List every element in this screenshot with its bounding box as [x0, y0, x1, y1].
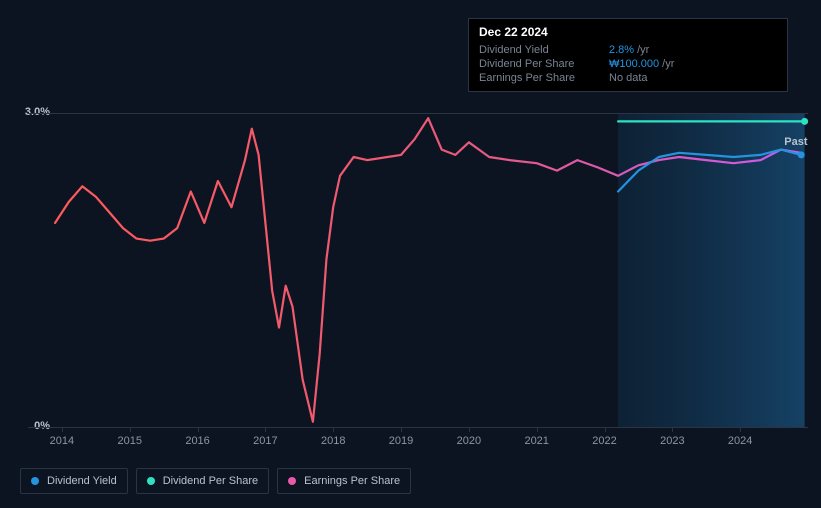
tooltip-row-unit: /yr	[637, 44, 649, 56]
x-axis-label: 2019	[389, 435, 413, 447]
x-tick	[469, 427, 470, 432]
x-axis-label: 2023	[660, 435, 684, 447]
dot-earnings-per-share	[798, 151, 805, 158]
tooltip-row-label: Earnings Per Share	[479, 72, 609, 84]
x-axis-label: 2014	[50, 435, 74, 447]
tooltip-row-label: Dividend Yield	[479, 44, 609, 56]
x-tick	[265, 427, 266, 432]
legend-dot	[147, 477, 155, 485]
x-axis-label: 2017	[253, 435, 277, 447]
x-axis-label: 2021	[524, 435, 548, 447]
x-tick	[198, 427, 199, 432]
legend-dot	[31, 477, 39, 485]
legend-earnings-per-share[interactable]: Earnings Per Share	[277, 468, 411, 494]
x-tick	[672, 427, 673, 432]
x-axis-label: 2018	[321, 435, 345, 447]
legend-dividend-per-share[interactable]: Dividend Per Share	[136, 468, 269, 494]
legend-dot	[288, 477, 296, 485]
x-tick	[740, 427, 741, 432]
x-axis-label: 2024	[728, 435, 752, 447]
x-tick	[130, 427, 131, 432]
legend-label: Earnings Per Share	[304, 475, 400, 487]
tooltip-row: Dividend Per Share₩100.000/yr	[479, 57, 777, 71]
dot-dividend-per-share	[801, 118, 808, 125]
tooltip-row: Dividend Yield2.8%/yr	[479, 43, 777, 57]
x-axis-label: 2022	[592, 435, 616, 447]
x-tick	[537, 427, 538, 432]
legend-label: Dividend Yield	[47, 475, 117, 487]
x-tick	[401, 427, 402, 432]
tooltip-date: Dec 22 2024	[479, 25, 777, 39]
tooltip-row-value: ₩100.000	[609, 58, 659, 70]
x-axis: 2014 2015 2016 2017 2018 2019 2020 2021 2022 2023…	[28, 430, 808, 450]
legend: Dividend Yield Dividend Per Share Earnings…	[20, 468, 411, 494]
x-axis-label: 2015	[117, 435, 141, 447]
tooltip-row-unit: /yr	[662, 58, 674, 70]
grid-line	[28, 427, 808, 428]
grid-line	[28, 113, 808, 114]
legend-dividend-yield[interactable]: Dividend Yield	[20, 468, 128, 494]
tooltip-row-value: 2.8%	[609, 44, 634, 56]
legend-label: Dividend Per Share	[163, 475, 258, 487]
y-axis-label: 3.0%	[25, 106, 50, 118]
x-tick	[605, 427, 606, 432]
x-tick	[333, 427, 334, 432]
x-axis-label: 2020	[457, 435, 481, 447]
past-label: Past	[784, 136, 807, 148]
x-tick	[62, 427, 63, 432]
tooltip-row-nodata: No data	[609, 72, 648, 84]
tooltip-row: Earnings Per ShareNo data	[479, 71, 777, 85]
tooltip: Dec 22 2024 Dividend Yield2.8%/yrDividen…	[468, 18, 788, 92]
x-axis-label: 2016	[185, 435, 209, 447]
tooltip-row-label: Dividend Per Share	[479, 58, 609, 70]
